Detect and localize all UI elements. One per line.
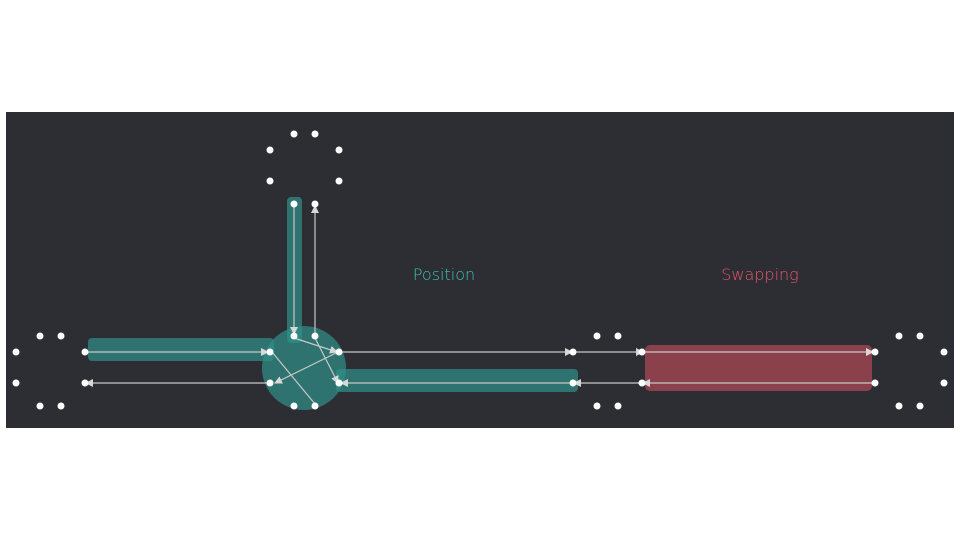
node — [266, 177, 274, 185]
node — [290, 200, 298, 208]
node — [335, 348, 343, 356]
node — [81, 379, 89, 387]
link-junction-d — [271, 351, 316, 405]
node — [593, 402, 601, 410]
position-left-bar — [88, 338, 274, 361]
node — [895, 402, 903, 410]
position-junction-circle — [262, 326, 346, 410]
node — [614, 402, 622, 410]
node — [311, 130, 319, 138]
node — [614, 332, 622, 340]
node — [569, 348, 577, 356]
node — [871, 348, 879, 356]
node — [57, 332, 65, 340]
nodes — [12, 130, 948, 410]
node — [36, 402, 44, 410]
node — [638, 348, 646, 356]
link-junction-b — [314, 337, 339, 384]
position-label: Position — [413, 265, 475, 284]
node — [290, 402, 298, 410]
node — [311, 332, 319, 340]
node — [266, 348, 274, 356]
node — [57, 402, 65, 410]
node — [12, 379, 20, 387]
node — [266, 379, 274, 387]
links — [85, 204, 875, 405]
node — [335, 379, 343, 387]
node — [871, 379, 879, 387]
node — [266, 146, 274, 154]
node — [916, 402, 924, 410]
link-junction-a — [293, 337, 338, 354]
node — [916, 332, 924, 340]
node — [335, 146, 343, 154]
node — [593, 332, 601, 340]
node — [36, 332, 44, 340]
position-highlights — [88, 197, 578, 410]
node — [290, 332, 298, 340]
node — [940, 379, 948, 387]
link-junction-c — [274, 351, 339, 384]
swapping-label: Swapping — [721, 265, 799, 284]
node — [895, 332, 903, 340]
node — [335, 177, 343, 185]
swapping-highlight — [645, 345, 872, 391]
node — [81, 348, 89, 356]
node — [311, 200, 319, 208]
node — [12, 348, 20, 356]
node — [290, 130, 298, 138]
node — [638, 379, 646, 387]
node — [569, 379, 577, 387]
node — [940, 348, 948, 356]
position-right-bar — [336, 369, 578, 392]
node — [311, 402, 319, 410]
